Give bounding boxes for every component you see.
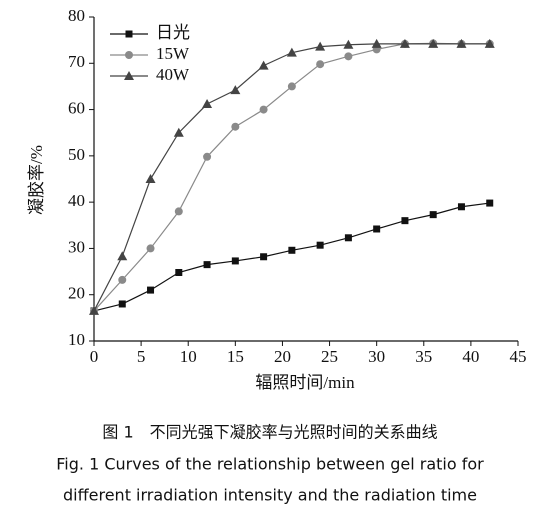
marker <box>429 211 437 219</box>
marker <box>173 127 184 137</box>
marker <box>316 241 324 249</box>
marker <box>146 244 155 253</box>
marker <box>230 85 241 95</box>
y-tick-label: 60 <box>68 98 85 117</box>
y-tick-label: 20 <box>68 284 85 303</box>
marker <box>147 286 155 294</box>
marker <box>145 174 156 183</box>
x-tick-label: 30 <box>368 347 385 366</box>
y-tick-label: 80 <box>68 6 85 25</box>
x-tick-label: 40 <box>462 347 479 366</box>
marker <box>117 251 128 261</box>
marker <box>260 253 268 261</box>
marker <box>399 38 410 48</box>
legend-label: 日光 <box>156 23 190 42</box>
x-axis-label: 辐照时间/min <box>255 373 355 392</box>
marker <box>316 60 325 69</box>
x-tick-label: 35 <box>415 347 432 366</box>
marker <box>89 305 99 315</box>
marker <box>124 71 134 80</box>
legend-label: 15W <box>156 44 190 63</box>
marker <box>344 52 353 61</box>
marker <box>203 152 212 161</box>
series-line <box>93 202 490 312</box>
x-tick-label: 10 <box>180 347 197 366</box>
marker <box>259 105 268 114</box>
x-tick-label: 20 <box>274 347 291 366</box>
y-tick-label: 10 <box>68 330 85 349</box>
marker <box>202 99 213 109</box>
marker <box>373 225 381 233</box>
y-axis-label: 凝胶率/% <box>27 145 46 215</box>
marker <box>203 261 211 269</box>
marker <box>344 234 352 242</box>
y-tick-label: 30 <box>68 237 85 256</box>
marker <box>175 268 183 276</box>
marker <box>484 38 495 48</box>
x-tick-label: 0 <box>90 347 99 366</box>
x-tick-label: 25 <box>321 347 338 366</box>
marker <box>118 300 126 308</box>
marker <box>286 47 297 57</box>
marker <box>125 30 133 38</box>
marker <box>371 38 382 48</box>
y-tick-label: 50 <box>68 145 85 164</box>
marker <box>315 41 326 51</box>
caption-cn: 图 1 不同光强下凝胶率与光照时间的关系曲线 <box>102 423 437 442</box>
y-tick-label: 40 <box>68 191 85 210</box>
marker <box>401 217 409 225</box>
x-tick-label: 15 <box>227 347 244 366</box>
marker <box>428 38 439 48</box>
marker <box>258 60 269 70</box>
marker <box>457 203 465 211</box>
marker <box>118 275 127 284</box>
y-tick-label: 70 <box>68 52 85 71</box>
x-tick-label: 5 <box>137 347 146 366</box>
marker <box>174 207 183 216</box>
caption-en: different irradiation intensity and the … <box>63 486 477 505</box>
marker <box>456 38 467 48</box>
legend-label: 40W <box>156 65 190 84</box>
marker <box>231 122 240 131</box>
marker <box>343 39 354 49</box>
marker <box>287 82 296 91</box>
caption-en: Fig. 1 Curves of the relationship betwee… <box>56 455 484 474</box>
marker <box>288 246 296 254</box>
x-tick-label: 45 <box>510 347 527 366</box>
marker <box>231 257 239 265</box>
marker <box>486 199 494 207</box>
marker <box>125 51 133 59</box>
